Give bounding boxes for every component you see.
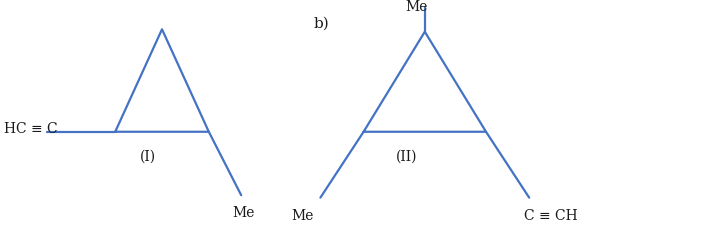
Text: Me: Me <box>291 209 314 223</box>
Text: C ≡ CH: C ≡ CH <box>524 209 577 223</box>
Text: Me: Me <box>232 206 255 220</box>
Text: (II): (II) <box>396 150 418 164</box>
Text: Me: Me <box>405 0 428 14</box>
Text: (I): (I) <box>140 150 156 164</box>
Text: HC ≡ C: HC ≡ C <box>4 122 57 136</box>
Text: b): b) <box>313 17 329 31</box>
